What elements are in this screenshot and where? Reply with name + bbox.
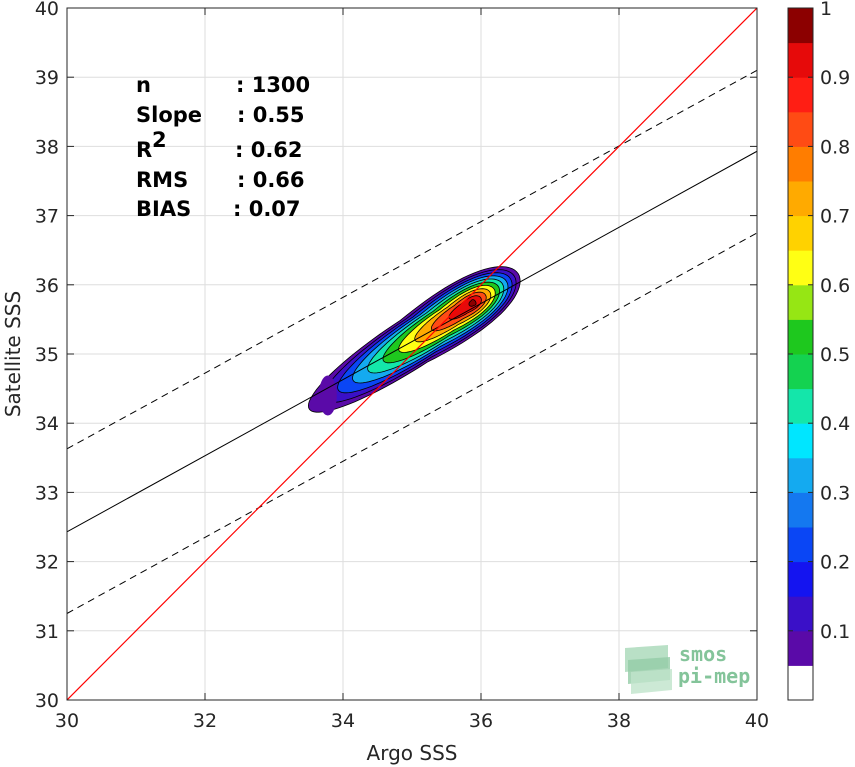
colorbar-swatch bbox=[788, 596, 813, 632]
stat-label-n: n bbox=[136, 73, 151, 97]
y-tick-label: 31 bbox=[35, 621, 59, 643]
y-tick-label: 32 bbox=[35, 552, 59, 574]
stat-label-r: R bbox=[136, 138, 152, 162]
colorbar: 0.1 0.2 0.3 0.4 0.5 0.6 0.7 0.8 0.9 1 bbox=[787, 0, 850, 701]
colorbar-swatch bbox=[788, 250, 813, 286]
colorbar-tick-label: 0.9 bbox=[820, 67, 850, 89]
stat-value-r: : 0.62 bbox=[235, 138, 303, 162]
colorbar-swatch bbox=[788, 319, 813, 355]
colorbar-tick-label: 0.1 bbox=[820, 621, 850, 643]
stats-box: n : 1300 Slope : 0.55 R 2 : 0.62 RMS : 0.66 BIAS:… bbox=[136, 73, 310, 221]
colorbar-swatch bbox=[788, 42, 813, 78]
y-tick-label: 38 bbox=[35, 136, 59, 158]
colorbar-swatch bbox=[788, 492, 813, 528]
colorbar-swatch bbox=[788, 146, 813, 182]
grid-lines bbox=[66, 7, 758, 701]
colorbar-swatch bbox=[788, 457, 813, 493]
colorbar-swatch bbox=[788, 284, 813, 320]
colorbar-swatch bbox=[788, 77, 813, 113]
colorbar-swatch bbox=[788, 181, 813, 217]
y-tick-label: 37 bbox=[35, 206, 59, 228]
colorbar-tick-label: 0.3 bbox=[820, 482, 850, 504]
logo-text-smos: smos bbox=[679, 642, 727, 666]
colorbar-swatch bbox=[788, 527, 813, 563]
colorbar-swatch bbox=[788, 111, 813, 147]
x-tick-label: 36 bbox=[469, 710, 493, 732]
regression-line bbox=[67, 150, 757, 533]
colorbar-tick-label: 0.5 bbox=[820, 344, 850, 366]
x-tick-label: 34 bbox=[331, 710, 355, 732]
colorbar-swatch bbox=[788, 215, 813, 251]
colorbar-tick-label: 0.8 bbox=[820, 136, 850, 158]
x-tick-label: 32 bbox=[193, 710, 217, 732]
identity-line bbox=[67, 8, 757, 700]
colorbar-tick-label: 0.2 bbox=[820, 552, 850, 574]
density-contours bbox=[307, 266, 521, 416]
y-tick-label: 40 bbox=[35, 0, 59, 20]
y-tick-label: 33 bbox=[35, 482, 59, 504]
logo-waves-icon bbox=[625, 645, 672, 694]
colorbar-swatch bbox=[788, 8, 813, 44]
y-tick-label: 35 bbox=[35, 344, 59, 366]
stat-value-n: : 1300 bbox=[236, 73, 310, 97]
y-axis-label: Satellite SSS bbox=[1, 291, 25, 417]
colorbar-swatch bbox=[788, 354, 813, 390]
stat-label-rms: RMS bbox=[136, 168, 188, 192]
fit-lines bbox=[67, 8, 757, 700]
stat-value-bias: : 0.07 bbox=[233, 197, 301, 221]
y-tick-label: 34 bbox=[35, 413, 59, 435]
stat-value-slope: : 0.55 bbox=[237, 103, 305, 127]
colorbar-tick-label: 0.7 bbox=[820, 206, 850, 228]
stat-superscript: 2 bbox=[152, 128, 167, 152]
colorbar-tick-label: 0.4 bbox=[820, 413, 850, 435]
colorbar-swatch bbox=[788, 423, 813, 459]
colorbar-swatch bbox=[788, 665, 813, 701]
colorbar-swatch bbox=[788, 561, 813, 597]
x-axis-label: Argo SSS bbox=[367, 741, 458, 765]
stat-label-slope: Slope bbox=[136, 103, 202, 127]
y-tick-label: 30 bbox=[35, 690, 59, 712]
stat-value-rms: : 0.66 bbox=[237, 168, 305, 192]
axis-ticks: 30 32 34 36 38 40 30 31 32 33 34 35 36 37 38 39 40 bbox=[35, 0, 769, 732]
stat-label-bias: BIAS bbox=[136, 197, 191, 221]
logo-text-pi-mep: pi-mep bbox=[678, 664, 750, 688]
x-tick-label: 30 bbox=[55, 710, 79, 732]
x-tick-label: 40 bbox=[745, 710, 769, 732]
density-tail-blob bbox=[318, 375, 337, 416]
y-tick-label: 39 bbox=[35, 67, 59, 89]
density-contour-1 bbox=[468, 299, 477, 307]
colorbar-tick-label: 0.6 bbox=[820, 275, 850, 297]
colorbar-swatch bbox=[788, 630, 813, 666]
colorbar-tick-label: 1 bbox=[820, 0, 832, 20]
colorbar-swatch bbox=[788, 388, 813, 424]
smos-pi-mep-logo: smos pi-mep bbox=[625, 642, 750, 694]
y-tick-label: 36 bbox=[35, 275, 59, 297]
x-tick-label: 38 bbox=[607, 710, 631, 732]
